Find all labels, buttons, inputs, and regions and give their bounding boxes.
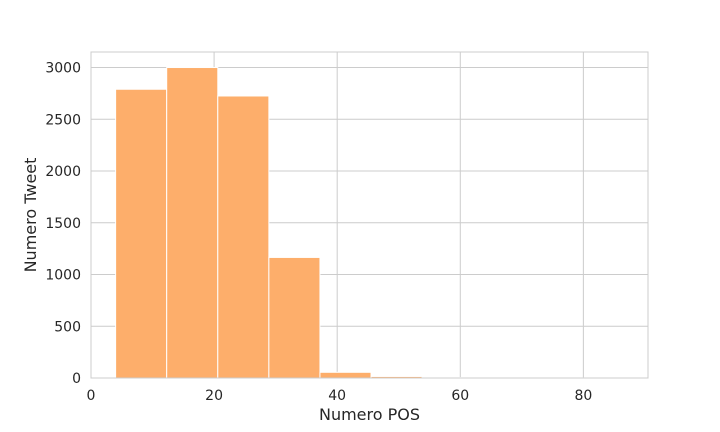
histogram-bar — [166, 67, 219, 379]
y-tick-label: 3000 — [45, 61, 81, 77]
y-tick-label: 1500 — [45, 216, 81, 232]
x-tick-label: 40 — [328, 388, 346, 404]
x-tick-label: 80 — [574, 388, 592, 404]
x-axis-label: Numero POS — [319, 405, 420, 424]
histogram-bars — [115, 67, 627, 379]
x-tick-label: 0 — [87, 388, 96, 404]
plot-frame — [90, 51, 649, 379]
y-axis-ticks: 0 500 1000 1500 2000 2500 3000 — [45, 61, 81, 387]
y-tick-label: 2000 — [45, 164, 81, 180]
histogram-bar — [319, 371, 372, 379]
y-axis-label: Numero Tweet — [21, 158, 40, 273]
y-tick-label: 500 — [54, 319, 81, 335]
histogram-bar — [115, 88, 168, 379]
x-tick-label: 20 — [205, 388, 223, 404]
x-axis-ticks: 0 20 40 60 80 — [87, 388, 593, 404]
y-tick-label: 0 — [72, 371, 81, 387]
y-tick-label: 2500 — [45, 112, 81, 128]
histogram-bar — [217, 95, 270, 379]
x-tick-label: 60 — [451, 388, 469, 404]
histogram-bar — [268, 256, 321, 379]
y-tick-label: 1000 — [45, 268, 81, 284]
